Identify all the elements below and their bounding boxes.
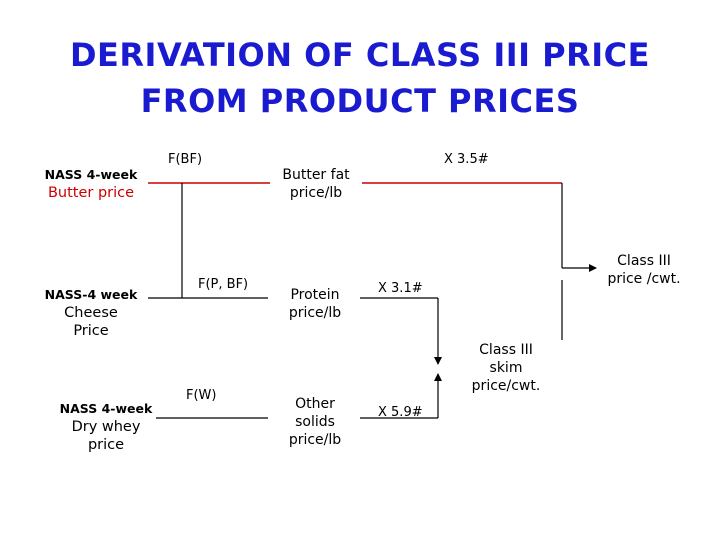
title-line-2: FROM PRODUCT PRICES: [140, 82, 580, 120]
input-cheese-price: NASS-4 week Cheese Price: [34, 286, 148, 340]
input-whey-label-1: Dry whey: [71, 419, 141, 435]
component-butterfat-price: Butter fat price/lb: [268, 166, 364, 202]
output-class3-line-2: price /cwt.: [607, 271, 681, 287]
input-cheese-label-1: Cheese: [64, 305, 118, 321]
input-cheese-source: NASS-4 week: [44, 287, 138, 302]
output-class3-line-1: Class III: [617, 253, 671, 269]
input-butter-price: NASS 4-week Butter price: [32, 166, 150, 202]
multiplier-protein: X 3.1#: [378, 281, 423, 296]
function-butterfat: F(BF): [168, 152, 203, 167]
input-whey-source: NASS 4-week: [59, 401, 153, 416]
title-line-1: DERIVATION OF CLASS III PRICE: [69, 36, 651, 74]
input-cheese-label-2: Price: [73, 323, 109, 339]
input-butter-source: NASS 4-week: [44, 167, 138, 182]
function-other-solids: F(W): [186, 388, 217, 403]
component-other-solids-line-2: solids: [295, 414, 335, 430]
output-skim-price: Class III skim price/cwt.: [456, 341, 556, 395]
page-title: DERIVATION OF CLASS III PRICE FROM PRODU…: [0, 32, 720, 124]
component-other-solids-price: Other solids price/lb: [268, 395, 362, 449]
input-whey-price: NASS 4-week Dry whey price: [46, 400, 166, 454]
component-other-solids-line-3: price/lb: [288, 432, 342, 448]
input-butter-label: Butter price: [47, 185, 135, 201]
output-class3-price: Class III price /cwt.: [594, 252, 694, 288]
component-protein-price: Protein price/lb: [268, 286, 362, 322]
input-whey-label-2: price: [87, 437, 125, 453]
component-protein-line-2: price/lb: [288, 305, 342, 321]
multiplier-butterfat: X 3.5#: [444, 152, 489, 167]
component-other-solids-line-1: Other: [295, 396, 335, 412]
component-butterfat-line-2: price/lb: [289, 185, 343, 201]
output-skim-line-2: skim: [489, 360, 523, 376]
function-protein: F(P, BF): [198, 277, 249, 292]
output-skim-line-1: Class III: [479, 342, 533, 358]
multiplier-other-solids: X 5.9#: [378, 405, 423, 420]
output-skim-line-3: price/cwt.: [471, 378, 541, 394]
component-butterfat-line-1: Butter fat: [282, 167, 350, 183]
component-protein-line-1: Protein: [290, 287, 340, 303]
